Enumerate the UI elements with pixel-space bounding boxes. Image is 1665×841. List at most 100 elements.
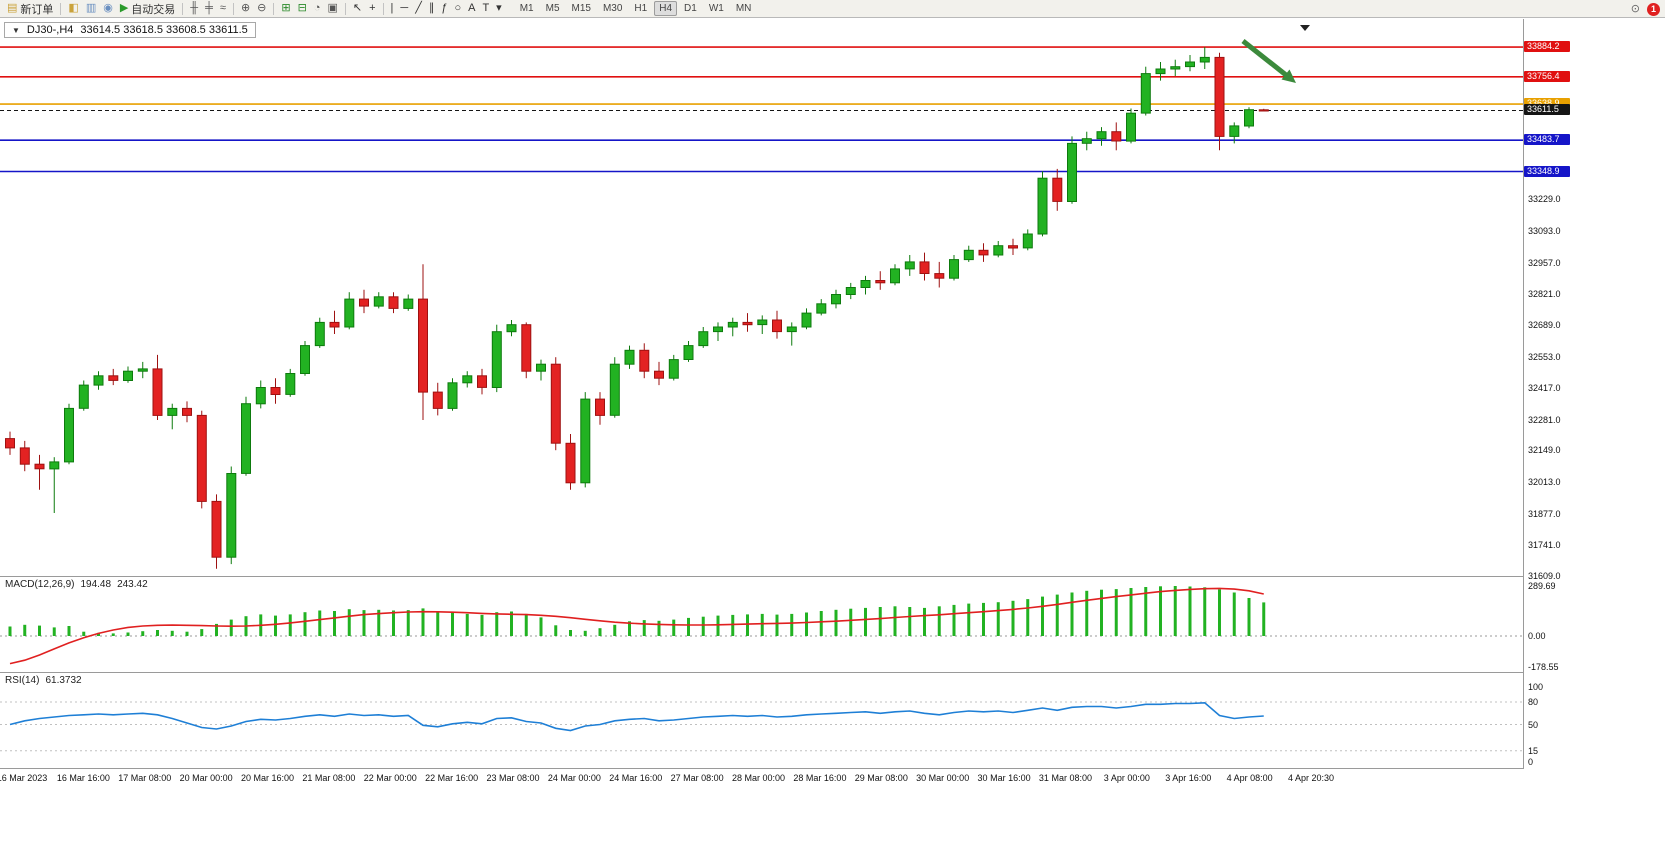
more-tools-icon[interactable]: ▾ bbox=[493, 1, 505, 17]
price-level-badge: 33756.4 bbox=[1524, 70, 1570, 82]
tile-windows-icon[interactable]: ⊞ bbox=[278, 1, 293, 17]
new-chart-icon[interactable]: ◧ bbox=[65, 1, 81, 17]
macd-label: MACD(12,26,9) 194.48 243.42 bbox=[5, 579, 148, 590]
channel-icon[interactable]: ∥ bbox=[426, 1, 438, 17]
chart-symbol-timeframe: DJ30-,H4 bbox=[26, 24, 74, 36]
time-axis-label: 28 Mar 16:00 bbox=[793, 773, 847, 783]
time-axis-label: 20 Mar 16:00 bbox=[240, 773, 295, 783]
new-order-button[interactable]: ▤ 新订单 bbox=[4, 1, 56, 17]
auto-trading-button-label: 自动交易 bbox=[131, 3, 176, 16]
chart-title-box: ▼ DJ30-,H4 33614.5 33618.5 33608.5 33611… bbox=[4, 22, 256, 38]
channel-icon-glyph: ∥ bbox=[428, 2, 435, 14]
time-axis-label: 28 Mar 00:00 bbox=[732, 773, 786, 783]
price-level-badge: 33483.7 bbox=[1524, 134, 1570, 146]
toolbar-separator bbox=[182, 2, 184, 15]
price-axis-label: 33093.0 bbox=[1528, 226, 1561, 236]
time-axis-label: 22 Mar 00:00 bbox=[363, 773, 417, 783]
rsi-scale-label: 15 bbox=[1528, 745, 1539, 756]
template-icon[interactable]: ▣ bbox=[324, 1, 340, 17]
arrows-tool-icon[interactable]: T bbox=[479, 1, 492, 17]
shapes-icon[interactable]: ○ bbox=[451, 1, 464, 17]
new-chart-icon-glyph: ◧ bbox=[68, 2, 79, 14]
zoom-out-icon[interactable]: ⊖ bbox=[254, 1, 269, 17]
search-icon[interactable]: ⊙ bbox=[1630, 2, 1640, 15]
timeframe-group: M1 M5 M15 M30 H1 H4 D1 W1 MN bbox=[515, 1, 757, 16]
rsi-name: RSI(14) bbox=[5, 675, 40, 686]
price-level-badge: 33884.2 bbox=[1524, 41, 1570, 53]
panel-separator bbox=[0, 672, 1571, 673]
main-toolbar: ▤ 新订单 ◧ ▥ ◉ ▶ 自动交易 ╫ ╪ ≈ ⊕ ⊖ ⊞ ⊟ ◔ ▣ ↖ + | ─ ╱ ∥ ƒ ○ A T ▾ M1 M5 M15… bbox=[0, 0, 1665, 18]
arrows-tool-icon-glyph: T bbox=[482, 2, 490, 14]
timeframe-w1[interactable]: W1 bbox=[708, 3, 724, 14]
zoom-in-icon-glyph: ⊕ bbox=[240, 2, 251, 14]
profiles-icon-glyph: ▥ bbox=[85, 2, 97, 14]
notification-badge[interactable]: 1 bbox=[1647, 2, 1660, 16]
zoom-in-icon[interactable]: ⊕ bbox=[238, 1, 253, 17]
candlestick-icon-glyph: ╪ bbox=[205, 2, 213, 14]
timeframe-mn[interactable]: MN bbox=[735, 3, 752, 14]
time-axis-label: 4 Apr 08:00 bbox=[1226, 773, 1273, 783]
price-axis-label: 33229.0 bbox=[1528, 194, 1561, 205]
text-icon[interactable]: A bbox=[465, 1, 478, 17]
ohlc-bars-icon[interactable]: ╫ bbox=[187, 1, 201, 17]
time-axis-label: 27 Mar 08:00 bbox=[670, 773, 724, 783]
toolbar-separator bbox=[60, 2, 62, 15]
indicators-icon[interactable]: ⊟ bbox=[295, 1, 310, 17]
cursor-icon[interactable]: ↖ bbox=[350, 1, 365, 17]
timeframe-m5[interactable]: M5 bbox=[545, 3, 560, 14]
macd-scale-label: 289.69 bbox=[1528, 581, 1556, 591]
price-chart-panel[interactable]: ▼ DJ30-,H4 33614.5 33618.5 33608.5 33611… bbox=[0, 19, 1523, 576]
macd-signal-value: 243.42 bbox=[117, 579, 148, 590]
candlestick-icon[interactable]: ╪ bbox=[202, 1, 216, 17]
time-axis-label: 20 Mar 00:00 bbox=[179, 773, 233, 783]
timeframe-h1[interactable]: H1 bbox=[634, 3, 648, 14]
toolbar-items: ▤ 新订单 ◧ ▥ ◉ ▶ 自动交易 ╫ ╪ ≈ ⊕ ⊖ ⊞ ⊟ ◔ ▣ ↖ + | ─ ╱ ∥ ƒ ○ A T ▾ bbox=[4, 0, 505, 18]
price-axis-label: 32149.0 bbox=[1528, 445, 1561, 456]
rsi-scale-label: 50 bbox=[1528, 719, 1539, 730]
time-axis-label: 3 Apr 16:00 bbox=[1165, 773, 1212, 783]
line-chart-icon[interactable]: ≈ bbox=[217, 1, 229, 17]
chart-ohlc-values: 33614.5 33618.5 33608.5 33611.5 bbox=[80, 24, 248, 36]
time-axis-label: 29 Mar 08:00 bbox=[854, 773, 908, 783]
toolbar-separator bbox=[273, 2, 275, 15]
time-axis-label: 23 Mar 08:00 bbox=[486, 773, 540, 783]
time-axis-label: 30 Mar 16:00 bbox=[977, 773, 1031, 783]
rsi-chart[interactable] bbox=[0, 673, 1523, 768]
timeframe-m30[interactable]: M30 bbox=[602, 3, 623, 14]
time-axis[interactable]: 16 Mar 2023 16 Mar 16:00 17 Mar 08:00 20 Ma… bbox=[0, 769, 1571, 789]
fibonacci-icon[interactable]: ƒ bbox=[438, 1, 450, 17]
panel-separator bbox=[0, 768, 1571, 769]
rsi-scale-label: 80 bbox=[1528, 697, 1539, 707]
auto-trading-button[interactable]: ▶ 自动交易 bbox=[117, 1, 178, 17]
price-axis-label: 32281.0 bbox=[1528, 414, 1561, 425]
horizontal-line-icon[interactable]: ─ bbox=[397, 1, 411, 17]
new-order-button-label: 新订单 bbox=[20, 3, 54, 16]
trendline-icon[interactable]: ╱ bbox=[412, 1, 425, 17]
timeframe-h4[interactable]: H4 bbox=[654, 1, 678, 16]
cursor-icon-glyph: ↖ bbox=[352, 2, 363, 14]
macd-panel[interactable]: MACD(12,26,9) 194.48 243.42 bbox=[0, 577, 1523, 672]
timeframe-m1[interactable]: M1 bbox=[519, 3, 534, 14]
data-window-icon[interactable]: ◉ bbox=[100, 1, 116, 17]
toolbar-separator bbox=[382, 2, 384, 15]
rsi-scale-label: 100 bbox=[1528, 682, 1544, 692]
price-axis-label: 31877.0 bbox=[1528, 508, 1561, 519]
ohlc-bars-icon-glyph: ╫ bbox=[190, 2, 199, 14]
fibonacci-icon-glyph: ƒ bbox=[441, 2, 448, 14]
time-axis-label: 21 Mar 08:00 bbox=[302, 773, 356, 783]
crosshair-icon[interactable]: + bbox=[366, 1, 378, 17]
time-axis-label: 22 Mar 16:00 bbox=[425, 773, 479, 783]
price-axis-label: 31609.0 bbox=[1528, 571, 1561, 581]
macd-chart[interactable] bbox=[0, 577, 1523, 672]
period-icon[interactable]: ◔ bbox=[311, 1, 324, 17]
rsi-panel[interactable]: RSI(14) 61.3732 bbox=[0, 673, 1523, 768]
profiles-icon[interactable]: ▥ bbox=[83, 1, 99, 17]
macd-main-value: 194.48 bbox=[80, 579, 112, 590]
candlestick-chart[interactable] bbox=[0, 19, 1523, 576]
vertical-line-icon[interactable]: | bbox=[388, 1, 397, 17]
price-axis[interactable]: 33229.0 33093.0 32957.0 32821.0 32689.0 32553… bbox=[1524, 19, 1571, 769]
crosshair-icon-glyph: + bbox=[369, 2, 376, 14]
timeframe-d1[interactable]: D1 bbox=[684, 3, 697, 14]
timeframe-m15[interactable]: M15 bbox=[571, 3, 591, 14]
chart-title-caret-icon[interactable]: ▼ bbox=[12, 25, 20, 35]
